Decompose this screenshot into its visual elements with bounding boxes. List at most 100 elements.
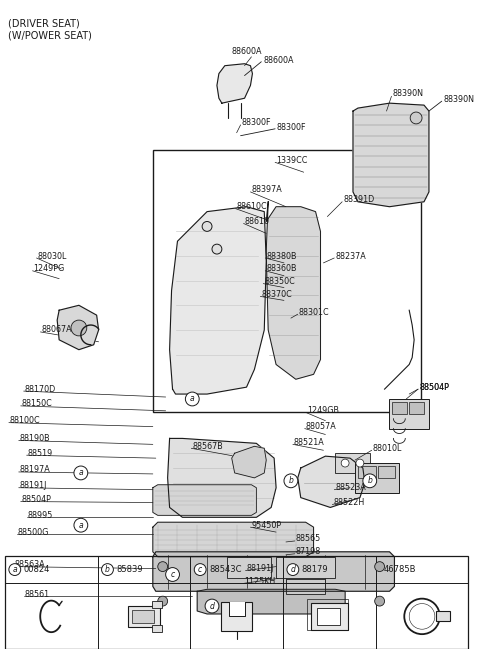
Circle shape [375, 562, 384, 572]
Text: d: d [290, 565, 295, 574]
Text: b: b [288, 476, 293, 485]
Text: 88561: 88561 [24, 590, 50, 598]
Circle shape [158, 596, 168, 606]
Text: 88197A: 88197A [20, 466, 50, 474]
Text: 88010L: 88010L [373, 444, 402, 453]
Circle shape [102, 564, 113, 576]
Circle shape [375, 596, 384, 606]
Text: 88390N: 88390N [444, 95, 475, 104]
Circle shape [74, 466, 88, 480]
Circle shape [284, 474, 298, 488]
Bar [307, 598, 348, 630]
Bar [436, 611, 450, 621]
Text: (DRIVER SEAT): (DRIVER SEAT) [8, 18, 80, 28]
Text: 88100C: 88100C [10, 416, 40, 425]
Text: 88237A: 88237A [335, 252, 366, 260]
Text: (W/POWER SEAT): (W/POWER SEAT) [8, 30, 92, 40]
Text: 88521A: 88521A [294, 438, 324, 447]
Text: 88504P: 88504P [22, 495, 51, 504]
Circle shape [287, 564, 299, 576]
Text: 1249PG: 1249PG [34, 264, 65, 273]
Circle shape [212, 244, 222, 254]
Bar [378, 466, 396, 478]
Polygon shape [153, 523, 313, 557]
Polygon shape [298, 456, 365, 508]
Text: 88523A: 88523A [335, 483, 366, 492]
Text: a: a [79, 468, 83, 477]
Bar [286, 579, 325, 594]
Bar [227, 557, 271, 578]
Bar [229, 602, 244, 617]
Text: 88563A: 88563A [15, 560, 46, 569]
Bar [316, 608, 340, 625]
Text: 88995: 88995 [28, 511, 53, 520]
Circle shape [194, 564, 206, 576]
Circle shape [202, 222, 212, 232]
Circle shape [410, 112, 422, 124]
Polygon shape [232, 446, 266, 478]
Polygon shape [153, 485, 256, 515]
Text: b: b [105, 565, 110, 574]
Circle shape [9, 564, 21, 576]
Bar [311, 602, 348, 630]
Text: 1249GB: 1249GB [308, 406, 340, 415]
Circle shape [185, 392, 199, 406]
Text: 88543C: 88543C [209, 565, 241, 574]
Text: 88370C: 88370C [261, 290, 292, 299]
Polygon shape [217, 63, 252, 103]
Text: 88565: 88565 [296, 534, 321, 543]
Text: a: a [79, 521, 83, 530]
Circle shape [356, 459, 364, 467]
Circle shape [205, 599, 219, 613]
Circle shape [74, 518, 88, 532]
Text: 1125KH: 1125KH [244, 577, 276, 586]
Circle shape [341, 459, 349, 467]
Text: 88190B: 88190B [20, 434, 50, 443]
Text: a: a [12, 565, 17, 574]
Bar [389, 399, 429, 428]
Bar [335, 453, 370, 473]
Text: d: d [210, 602, 215, 611]
Text: 88600A: 88600A [263, 56, 294, 65]
Text: 88504P: 88504P [419, 383, 449, 392]
Text: 88567B: 88567B [192, 442, 223, 451]
Bar [355, 463, 399, 492]
Polygon shape [168, 438, 276, 517]
Text: 87198: 87198 [296, 547, 321, 557]
Text: 88170D: 88170D [24, 385, 56, 394]
Polygon shape [153, 552, 395, 591]
Polygon shape [353, 103, 429, 207]
Text: 88391D: 88391D [343, 196, 374, 204]
Bar [358, 466, 376, 478]
Text: 88610: 88610 [244, 217, 270, 226]
Bar [5, 556, 468, 649]
Text: 88390N: 88390N [393, 89, 423, 98]
Text: 88057A: 88057A [306, 422, 336, 431]
Bar [409, 402, 424, 414]
Circle shape [166, 568, 180, 581]
Text: 88610C: 88610C [237, 202, 267, 211]
Text: 00824: 00824 [24, 565, 50, 574]
Text: 88397A: 88397A [252, 186, 282, 194]
Text: 88504P: 88504P [419, 383, 449, 392]
Text: 88360B: 88360B [266, 264, 297, 273]
Circle shape [158, 562, 168, 572]
Bar [152, 625, 162, 632]
Text: c: c [198, 565, 202, 574]
Text: 88300F: 88300F [241, 118, 271, 128]
Text: 88519: 88519 [28, 449, 53, 458]
Text: 85839: 85839 [116, 565, 143, 574]
Polygon shape [266, 202, 321, 379]
Text: 95450P: 95450P [252, 521, 282, 530]
Text: 88522H: 88522H [333, 498, 364, 507]
Bar [393, 402, 407, 414]
Bar [153, 150, 421, 412]
Text: 1339CC: 1339CC [276, 156, 308, 165]
Bar [221, 602, 252, 631]
Text: a: a [190, 394, 194, 404]
Text: 88191J: 88191J [247, 564, 274, 573]
Text: c: c [170, 570, 175, 579]
Circle shape [363, 474, 377, 488]
Bar [128, 606, 160, 627]
Text: 88150C: 88150C [22, 400, 52, 408]
